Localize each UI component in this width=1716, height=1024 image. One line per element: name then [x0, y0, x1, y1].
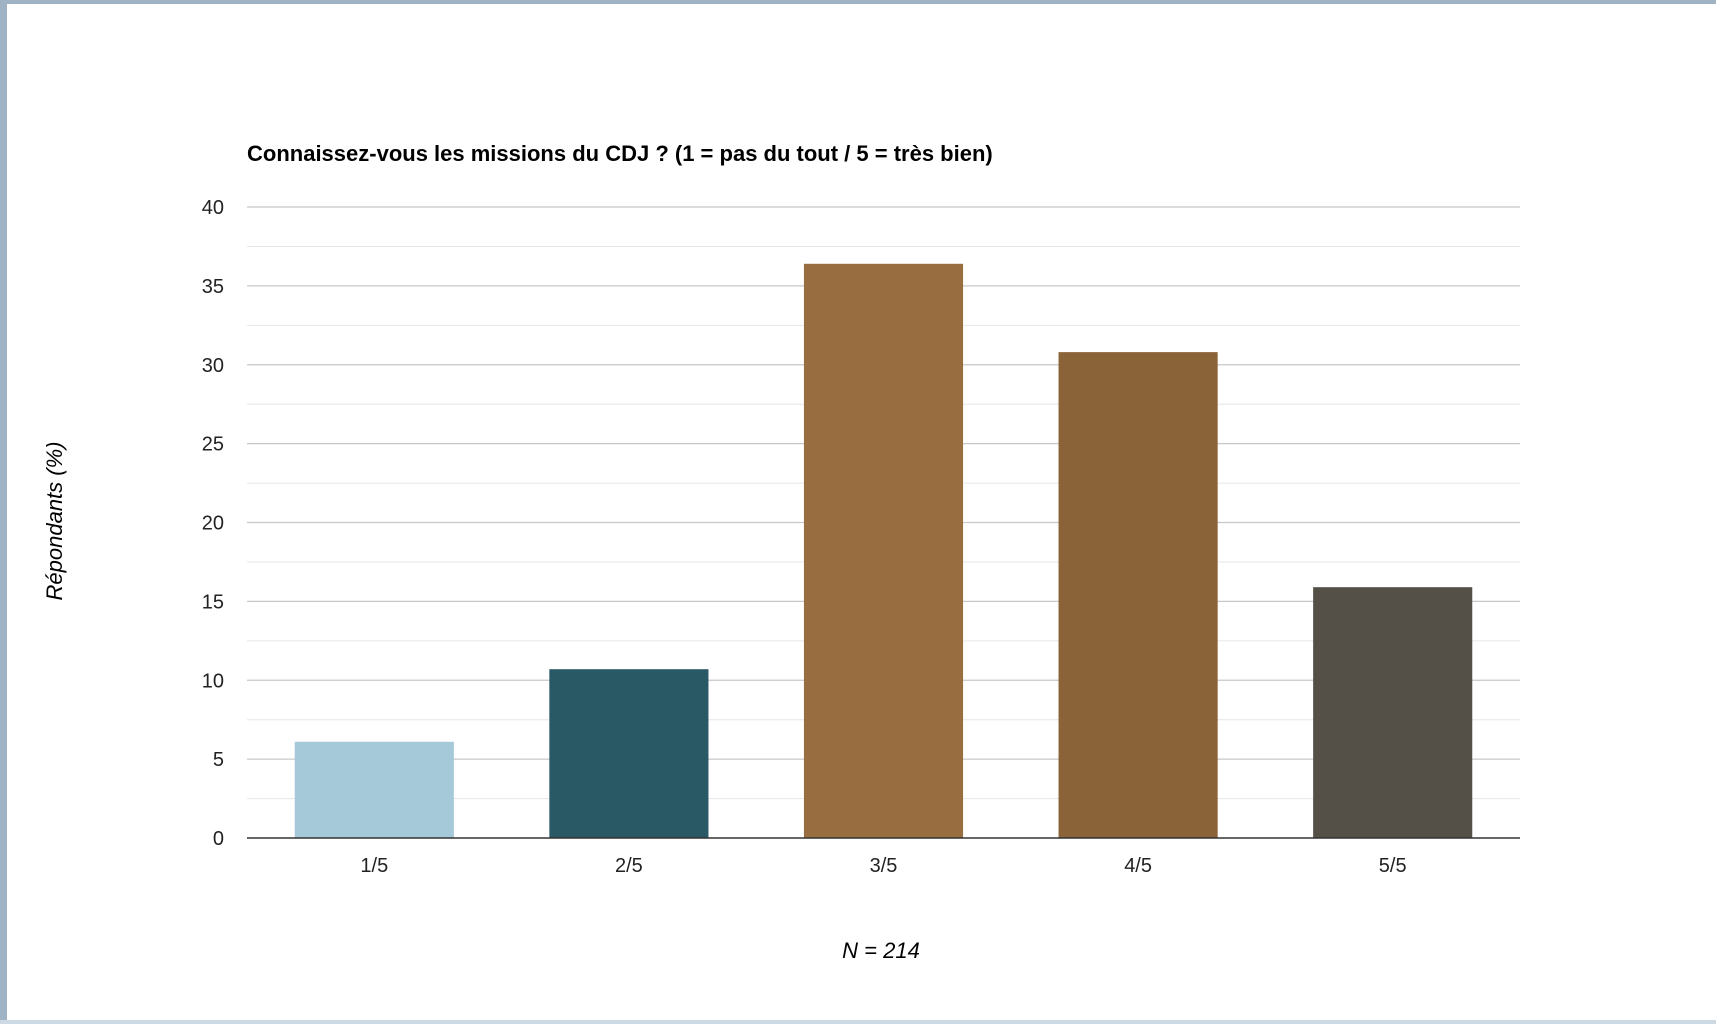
- y-tick-label: 30: [202, 355, 224, 377]
- y-tick-label: 10: [202, 670, 224, 692]
- x-tick-label: 4/5: [1124, 855, 1152, 877]
- x-tick-label: 1/5: [360, 855, 388, 877]
- y-tick-label: 0: [213, 828, 224, 850]
- x-axis-ticks: 1/5 2/5 3/5 4/5 5/5: [360, 855, 1406, 877]
- y-tick-label: 5: [213, 749, 224, 771]
- bar-5-of-5: [1313, 587, 1473, 838]
- x-tick-label: 5/5: [1379, 855, 1407, 877]
- y-axis-ticks: 0 5 10 15 20 25 30 35 40: [202, 197, 224, 850]
- bar-3-of-5: [803, 263, 964, 838]
- bars: [294, 263, 1473, 838]
- chart-title: Connaissez-vous les missions du CDJ ? (1…: [247, 141, 993, 166]
- y-tick-label: 15: [202, 591, 224, 613]
- x-tick-label: 3/5: [870, 855, 898, 877]
- x-axis-label: N = 214: [842, 938, 920, 963]
- y-axis-label: Répondants (%): [42, 442, 67, 601]
- bar-1-of-5: [294, 741, 454, 838]
- y-tick-label: 25: [202, 434, 224, 456]
- x-tick-label: 2/5: [615, 855, 643, 877]
- bar-2-of-5: [549, 669, 709, 838]
- bar-4-of-5: [1058, 352, 1218, 838]
- y-tick-label: 40: [202, 197, 224, 219]
- bar-chart: 0 5 10 15 20 25 30 35 40 1/5 2/5 3/5 4/5 5/5 Connais…: [42, 141, 1520, 963]
- y-tick-label: 20: [202, 513, 224, 535]
- y-tick-label: 35: [202, 276, 224, 298]
